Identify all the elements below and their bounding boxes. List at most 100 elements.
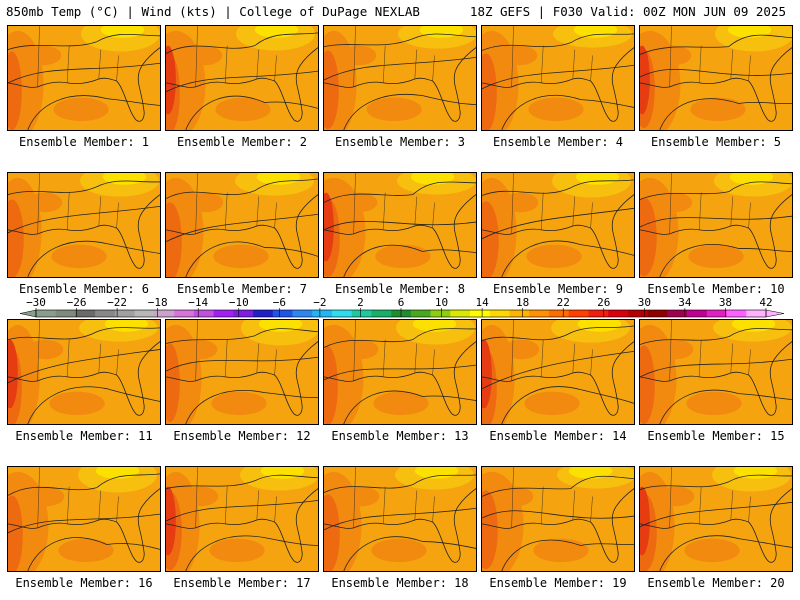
warm-region	[166, 343, 180, 423]
contour-line	[659, 98, 792, 130]
colorbar-swatch	[272, 310, 293, 317]
coolest-region	[573, 26, 618, 38]
colorbar-swatch	[489, 310, 510, 317]
coastline	[640, 341, 792, 416]
colorbar-swatch	[529, 310, 550, 317]
contour-line	[185, 535, 318, 571]
colorbar-swatch	[312, 310, 333, 317]
contour-line	[501, 240, 634, 277]
ensemble-member-label: Ensemble Member: 9	[492, 282, 624, 296]
coastline	[166, 341, 318, 416]
contour-line	[640, 328, 792, 345]
ensemble-member-map	[165, 319, 319, 425]
state-border	[669, 26, 751, 87]
coastline	[640, 47, 792, 122]
contour-line	[501, 386, 634, 424]
contour-line	[482, 179, 634, 196]
warm-region	[27, 339, 64, 360]
warm-region	[497, 486, 534, 507]
warm-region	[53, 97, 109, 122]
colorbar-tick-label: −6	[273, 296, 286, 309]
colorbar-tick-label: −10	[229, 296, 249, 309]
warm-region	[182, 486, 219, 507]
ensemble-member-label: Ensemble Member: 1	[18, 135, 150, 149]
coolest-region	[256, 173, 301, 185]
ensemble-member-label: Ensemble Member: 8	[334, 282, 466, 296]
warm-region	[166, 202, 182, 277]
warm-region	[343, 486, 380, 507]
coolest-region	[568, 467, 613, 479]
state-border	[37, 26, 119, 87]
colorbar-tick-label: 2	[357, 296, 364, 309]
coastline	[640, 194, 792, 269]
contour-line	[166, 178, 318, 199]
contour-line	[27, 240, 160, 277]
contour-line	[659, 389, 792, 424]
colorbar-swatch	[55, 310, 76, 317]
colorbar-swatch	[292, 310, 313, 317]
ensemble-member-map	[165, 466, 319, 572]
ensemble-member-map	[323, 319, 477, 425]
colorbar-swatch	[608, 310, 629, 317]
warm-region	[209, 538, 265, 563]
colorbar-tick-label: −14	[188, 296, 208, 309]
colorbar-tick-label: 42	[759, 296, 772, 309]
state-border	[669, 320, 751, 381]
warm-region	[526, 244, 582, 269]
colorbar-tick-label: −30	[26, 296, 46, 309]
warm-region	[686, 391, 742, 416]
warm-region	[8, 51, 22, 130]
state-border	[37, 320, 119, 381]
ensemble-member-map	[323, 25, 477, 131]
contour-line	[482, 475, 634, 497]
hot-region	[166, 486, 176, 556]
warm-region	[49, 391, 105, 416]
colorbar-swatch	[726, 310, 747, 317]
contour-line	[482, 33, 634, 51]
contour-line	[8, 349, 160, 384]
colorbar-swatch	[351, 310, 372, 317]
colorbar-swatch	[233, 310, 254, 317]
colorbar-tick-label: 34	[678, 296, 692, 309]
warm-region	[25, 45, 62, 66]
map-title: 850mb Temp (°C) | Wind (kts) | College o…	[6, 4, 420, 19]
ensemble-member-map	[323, 466, 477, 572]
ensemble-member-map	[7, 466, 161, 572]
colorbar-tick-label: −26	[67, 296, 87, 309]
warm-region	[371, 538, 427, 563]
ensemble-member-label: Ensemble Member: 3	[334, 135, 466, 149]
contour-line	[8, 513, 160, 534]
warm-region	[533, 538, 589, 563]
colorbar-swatch	[450, 310, 471, 317]
warm-region	[341, 192, 378, 213]
contour-line	[343, 94, 476, 130]
contour-line	[324, 364, 476, 381]
colorbar-tick-label: −18	[148, 296, 168, 309]
warm-region	[657, 339, 694, 360]
contour-line	[482, 325, 634, 341]
warm-region	[684, 538, 740, 563]
colorbar-swatch	[134, 310, 155, 317]
coastline	[8, 488, 160, 563]
hot-region	[482, 339, 492, 409]
state-border	[195, 173, 277, 234]
colorbar-tick-label: −2	[313, 296, 326, 309]
ensemble-member-label: Ensemble Member: 13	[331, 429, 469, 443]
contour-line	[343, 536, 476, 571]
ensemble-member-map	[481, 25, 635, 131]
warm-region	[342, 339, 379, 360]
ensemble-member-label: Ensemble Member: 19	[489, 576, 627, 590]
state-border	[353, 320, 435, 381]
ensemble-member-label: Ensemble Member: 20	[647, 576, 785, 590]
state-border	[37, 173, 119, 234]
colorbar-swatch	[667, 310, 688, 317]
warm-region	[324, 50, 339, 130]
contour-line	[482, 510, 634, 519]
coolest-region	[727, 26, 772, 38]
warm-region	[324, 494, 340, 571]
colorbar-swatch	[647, 310, 668, 317]
contour-line	[27, 537, 160, 571]
colorbar-swatch	[430, 310, 451, 317]
ensemble-member-label: Ensemble Member: 11	[15, 429, 153, 443]
contour-line	[640, 34, 792, 55]
